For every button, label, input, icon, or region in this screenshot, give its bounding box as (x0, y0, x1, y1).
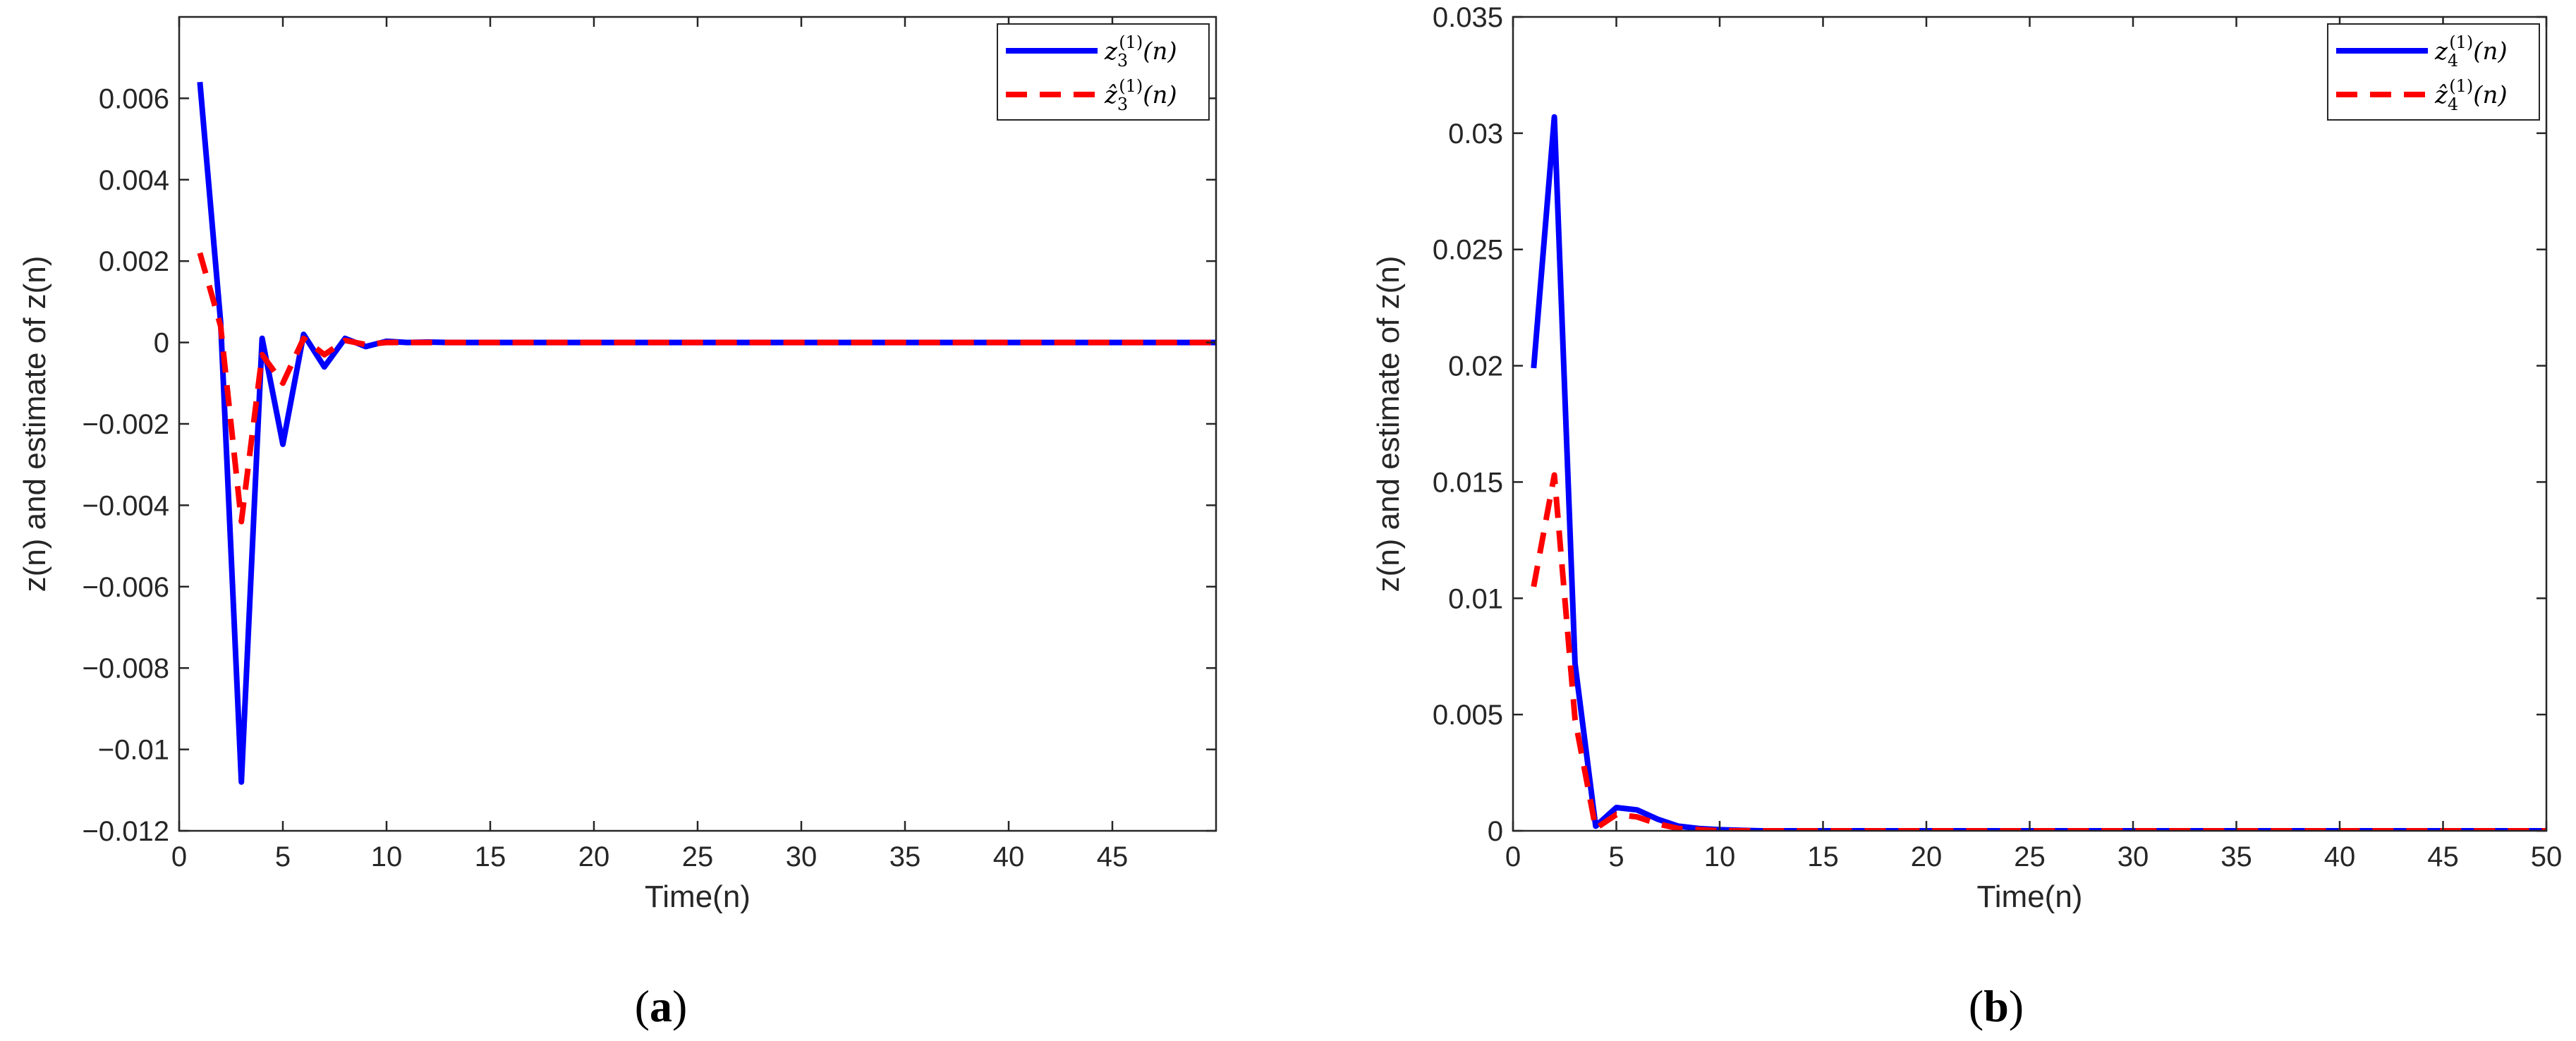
x-tick-label: 25 (2014, 841, 2046, 872)
chart-panel-b: 0 5 10 15 20 25 30 35 40 45 50 0 0.005 0.01 0.015 0.02 0… (1371, 2, 2562, 1031)
y-axis-label: z(n) and estimate of z(n) (1371, 256, 1406, 592)
x-tick-label: 35 (889, 841, 921, 872)
x-axis-label: Time(n) (645, 879, 751, 914)
x-tick-label: 45 (1097, 841, 1129, 872)
chart-panel-a: 0 5 10 15 20 25 30 35 40 45 −0.012 −0.01 −0.008 −0.00… (18, 16, 1217, 1031)
x-tick-label: 0 (171, 841, 187, 872)
y-tick-label: 0.01 (1448, 583, 1503, 614)
x-tick-label: 15 (1807, 841, 1839, 872)
y-tick-label: 0.015 (1433, 467, 1503, 498)
x-tick-label: 20 (578, 841, 610, 872)
x-tick-label: 50 (2531, 841, 2563, 872)
legend-entry-2: ẑ4(1)(n) (2434, 76, 2508, 114)
legend-entry-2: ẑ3(1)(n) (1104, 76, 1177, 114)
y-tick-label: −0.004 (83, 490, 169, 521)
series-line-2 (197, 252, 1216, 525)
panel-label: (b) (1969, 981, 2024, 1031)
x-tick-label: 20 (1911, 841, 1943, 872)
x-tick-label: 45 (2427, 841, 2459, 872)
series-group (197, 81, 1216, 785)
y-tick-label: −0.006 (83, 572, 169, 603)
y-tick-label: −0.012 (83, 816, 169, 847)
y-tick-label: −0.01 (98, 735, 169, 766)
legend-entry-1: z3(1)(n) (1104, 32, 1177, 71)
y-tick-label: 0.02 (1448, 351, 1503, 382)
x-tick-label: 5 (275, 841, 291, 872)
legend-box (997, 23, 1210, 121)
x-tick-label: 40 (993, 841, 1025, 872)
y-tick-label: 0.005 (1433, 700, 1503, 731)
y-tick-label: 0.004 (99, 165, 169, 196)
y-tick-label: 0.035 (1433, 2, 1503, 33)
x-tick-label: 15 (475, 841, 506, 872)
y-tick-label: 0.03 (1448, 118, 1503, 150)
plot-area (179, 17, 1216, 831)
plot-area (1513, 17, 2546, 831)
legend-entry-1: z4(1)(n) (2434, 32, 2508, 71)
x-tick-label: 0 (1505, 841, 1521, 872)
legend: z3(1)(n) ẑ3(1)(n) (997, 23, 1210, 121)
x-tick-label: 30 (786, 841, 818, 872)
x-tick-label: 40 (2324, 841, 2356, 872)
legend-box (2327, 23, 2540, 121)
x-tick-label: 35 (2220, 841, 2252, 872)
x-tick-label: 5 (1608, 841, 1624, 872)
y-tick-label: 0.002 (99, 246, 169, 277)
x-tick-label: 30 (2118, 841, 2149, 872)
y-axis-label: z(n) and estimate of z(n) (18, 256, 52, 592)
x-tick-label: 10 (371, 841, 403, 872)
legend: z4(1)(n) ẑ4(1)(n) (2327, 23, 2540, 121)
x-tick-label: 10 (1704, 841, 1736, 872)
panel-label: (a) (635, 981, 688, 1031)
y-tick-label: 0 (154, 328, 169, 359)
y-tick-label: −0.008 (83, 653, 169, 684)
x-tick-label: 25 (682, 841, 714, 872)
y-tick-label: 0.006 (99, 83, 169, 114)
x-axis-label: Time(n) (1977, 879, 2083, 914)
y-tick-label: 0 (1488, 816, 1503, 847)
y-tick-label: −0.002 (83, 409, 169, 440)
y-tick-label: 0.025 (1433, 235, 1503, 266)
